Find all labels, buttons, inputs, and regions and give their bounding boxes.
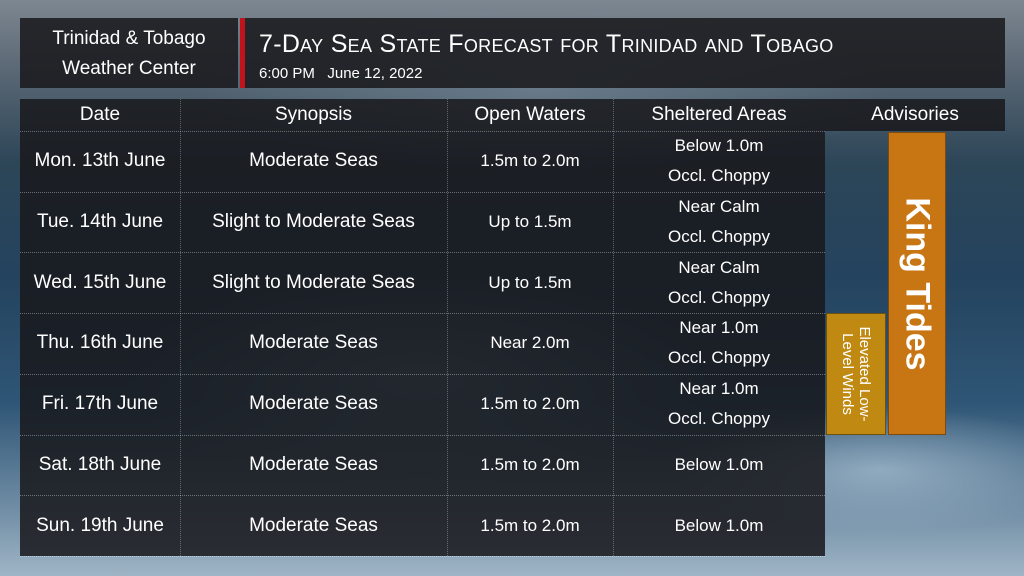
date-cell: Sun. 19th June bbox=[36, 514, 164, 536]
row-divider bbox=[20, 191, 825, 193]
date-cell: Tue. 14th June bbox=[36, 211, 164, 233]
sheltered-line1: Below 1.0m bbox=[674, 515, 764, 535]
center-name-line1: Trinidad & Tobago bbox=[52, 28, 206, 49]
sheltered-line1: Near Calm bbox=[678, 197, 760, 217]
date-cell: Fri. 17th June bbox=[41, 393, 159, 415]
sheltered-areas-cell: Near Calm Occl. Choppy bbox=[613, 252, 825, 313]
row-divider bbox=[20, 434, 825, 436]
low-level-winds-advisory: Elevated Low- Level Winds bbox=[826, 313, 886, 435]
king-tides-advisory: King Tides bbox=[888, 132, 946, 435]
weather-center-name: Trinidad & Tobago Weather Center bbox=[20, 18, 238, 88]
date-cell: Thu. 16th June bbox=[36, 332, 164, 354]
sheltered-areas-cell: Below 1.0m bbox=[613, 435, 825, 496]
row-divider bbox=[20, 313, 825, 315]
synopsis-cell: Moderate Seas bbox=[249, 332, 378, 354]
sheltered-line2: Occl. Choppy bbox=[667, 409, 771, 429]
page-title: 7-Day Sea State Forecast for Trinidad an… bbox=[259, 30, 834, 58]
open-waters-cell: Up to 1.5m bbox=[488, 212, 572, 232]
sheltered-line1: Near 1.0m bbox=[679, 318, 759, 338]
row-divider bbox=[20, 373, 825, 375]
low-level-winds-label: Elevated Low- Level Winds bbox=[839, 315, 873, 433]
sheltered-areas-cell: Below 1.0m Occl. Choppy bbox=[613, 131, 825, 192]
sheltered-line2: Occl. Choppy bbox=[667, 166, 771, 186]
sheltered-line1: Below 1.0m bbox=[674, 136, 764, 156]
forecast-table: Date Synopsis Open Waters Sheltered Area… bbox=[20, 99, 825, 557]
synopsis-cell: Slight to Moderate Seas bbox=[212, 271, 415, 293]
winds-label-line2: Level Winds bbox=[839, 333, 856, 415]
date-cell: Mon. 13th June bbox=[34, 150, 166, 172]
king-tides-label: King Tides bbox=[898, 196, 937, 371]
sheltered-line2: Occl. Choppy bbox=[667, 227, 771, 247]
sheltered-areas-cell: Near 1.0m Occl. Choppy bbox=[613, 374, 825, 435]
sheltered-areas-cell: Below 1.0m bbox=[613, 495, 825, 556]
center-name-line2: Weather Center bbox=[62, 58, 196, 79]
red-accent-bar bbox=[240, 18, 245, 88]
synopsis-cell: Moderate Seas bbox=[249, 514, 378, 536]
row-divider bbox=[20, 252, 825, 254]
row-divider bbox=[20, 131, 825, 132]
winds-label-line1: Elevated Low- bbox=[856, 326, 873, 422]
sheltered-line1: Near 1.0m bbox=[679, 379, 759, 399]
sheltered-line1: Below 1.0m bbox=[674, 454, 764, 474]
open-waters-cell: Up to 1.5m bbox=[488, 272, 572, 292]
sheltered-areas-cell: Near Calm Occl. Choppy bbox=[613, 192, 825, 253]
column-header-synopsis: Synopsis bbox=[274, 104, 353, 125]
issue-time: 6:00 PM June 12, 2022 bbox=[259, 65, 423, 82]
synopsis-cell: Slight to Moderate Seas bbox=[212, 211, 415, 233]
row-divider bbox=[20, 555, 825, 557]
open-waters-cell: Near 2.0m bbox=[490, 333, 570, 353]
sheltered-line2: Occl. Choppy bbox=[667, 287, 771, 307]
synopsis-cell: Moderate Seas bbox=[249, 453, 378, 475]
date-cell: Sat. 18th June bbox=[38, 453, 162, 475]
open-waters-cell: 1.5m to 2.0m bbox=[480, 394, 580, 414]
column-header-date: Date bbox=[79, 104, 121, 125]
synopsis-cell: Moderate Seas bbox=[249, 393, 378, 415]
open-waters-cell: 1.5m to 2.0m bbox=[480, 151, 580, 171]
open-waters-cell: 1.5m to 2.0m bbox=[480, 515, 580, 535]
column-divider bbox=[447, 99, 448, 556]
title-panel: 7-Day Sea State Forecast for Trinidad an… bbox=[245, 18, 1005, 88]
sheltered-line2: Occl. Choppy bbox=[667, 348, 771, 368]
open-waters-cell: 1.5m to 2.0m bbox=[480, 454, 580, 474]
column-divider bbox=[180, 99, 181, 556]
sheltered-areas-cell: Near 1.0m Occl. Choppy bbox=[613, 313, 825, 374]
date-cell: Wed. 15th June bbox=[33, 271, 167, 293]
advisories-header: Advisories bbox=[825, 99, 1005, 131]
row-divider bbox=[20, 495, 825, 497]
column-divider bbox=[613, 99, 614, 556]
column-header-open-waters: Open Waters bbox=[474, 104, 586, 125]
column-header-sheltered-areas: Sheltered Areas bbox=[651, 104, 787, 125]
sheltered-line1: Near Calm bbox=[678, 257, 760, 277]
synopsis-cell: Moderate Seas bbox=[249, 150, 378, 172]
